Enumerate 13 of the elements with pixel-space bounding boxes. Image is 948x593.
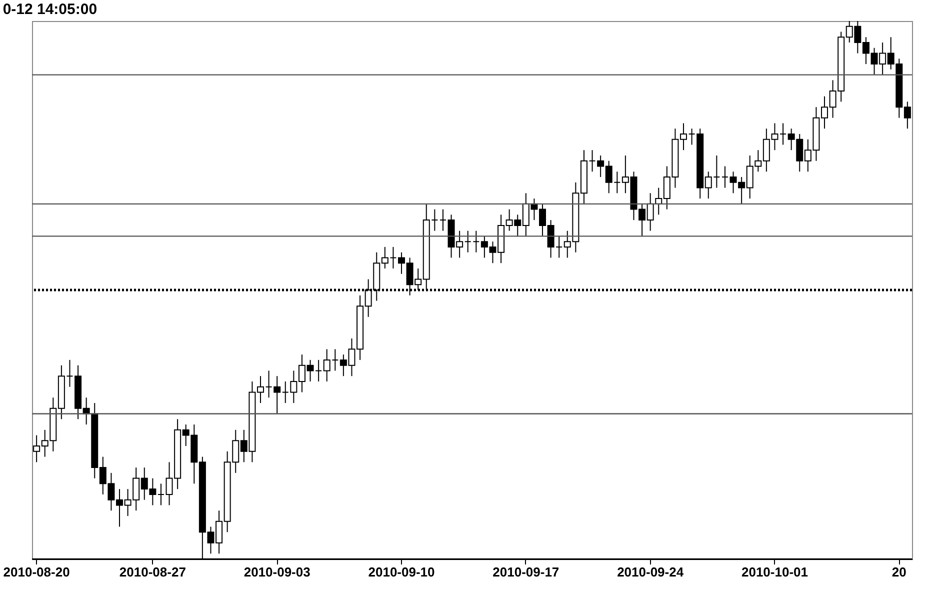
candlestick	[439, 209, 446, 231]
candlestick	[721, 166, 728, 188]
candlestick	[780, 123, 787, 145]
x-tick-label: 2010-09-03	[244, 564, 310, 580]
x-tick-label: 2010-08-20	[3, 564, 70, 580]
x-tick-label: 2010-10-01	[741, 564, 808, 580]
x-tick-label: 2010-09-10	[368, 564, 435, 580]
candlestick	[157, 484, 164, 506]
chart-title: 0-12 14:05:00	[2, 1, 98, 18]
x-tick-label: 2010-09-24	[617, 564, 684, 580]
x-tick-label: 2010-08-27	[119, 564, 186, 580]
x-tick-label: 2010-09-17	[492, 564, 560, 580]
x-tick-label: 20	[892, 564, 906, 580]
